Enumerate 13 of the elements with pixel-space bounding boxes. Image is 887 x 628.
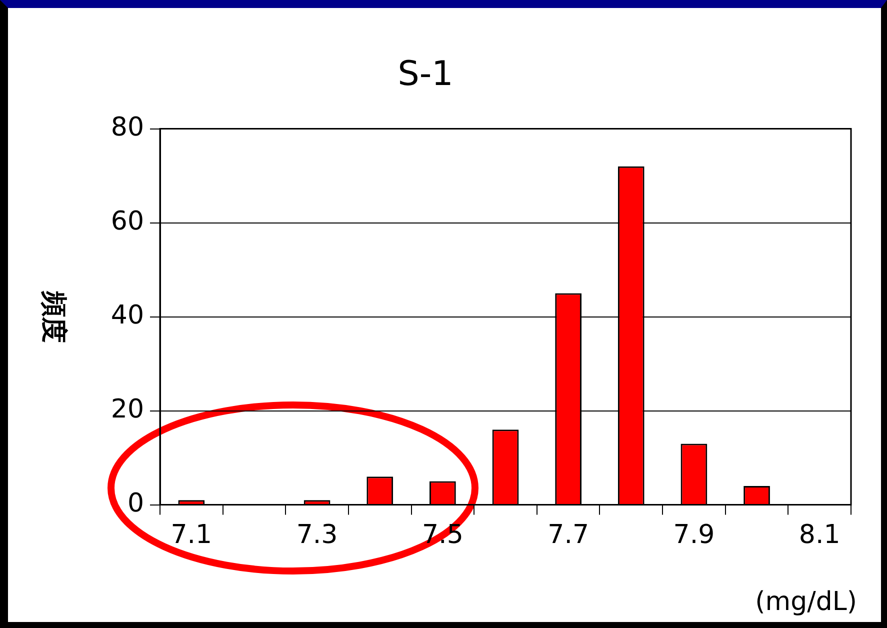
y-tick-label: 20 (110, 394, 144, 425)
y-tick-label: 40 (110, 300, 144, 331)
x-axis-title: (mg/dL) (755, 586, 857, 617)
x-tick-label: 7.7 (548, 520, 589, 550)
x-tick-label: 8.1 (798, 520, 840, 550)
y-tick-label: 60 (110, 206, 144, 237)
x-tick-label: 7.9 (673, 520, 715, 550)
y-tick-label: 80 (110, 112, 144, 143)
x-tick-label: 7.3 (296, 520, 338, 550)
y-axis-title: 頻度 (38, 290, 68, 343)
chart-title: S-1 (398, 54, 454, 94)
x-tick-label: 7.1 (170, 520, 212, 550)
y-tick-label: 0 (127, 488, 144, 519)
